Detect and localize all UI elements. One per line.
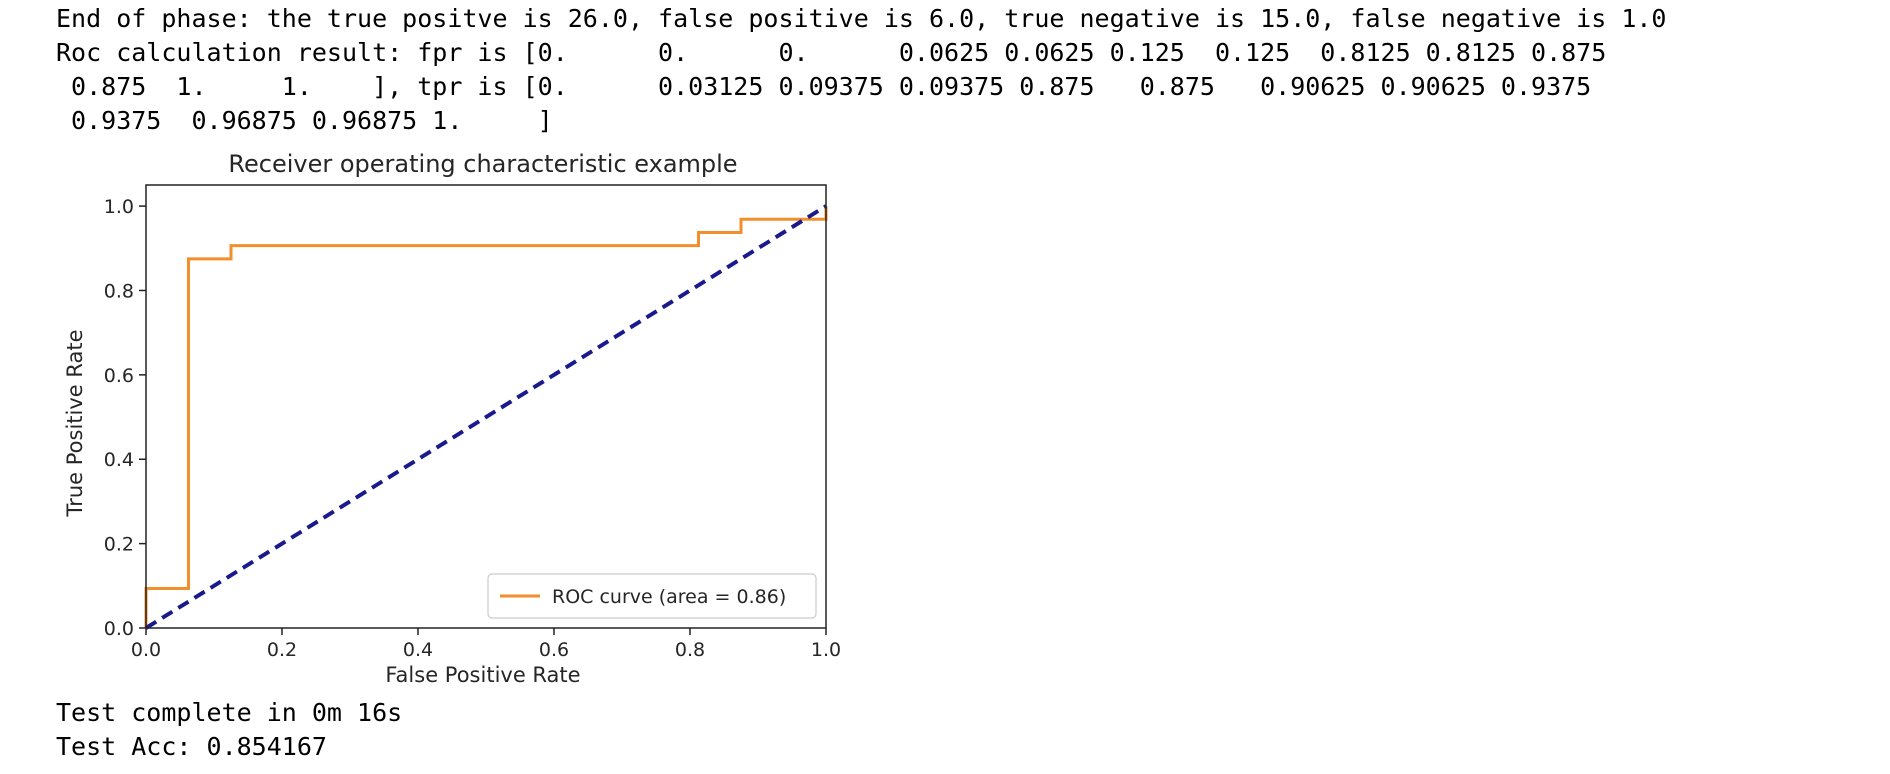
chart-title: Receiver operating characteristic exampl… xyxy=(228,150,737,178)
console-line: End of phase: the true positve is 26.0, … xyxy=(56,4,1667,33)
y-tick-label: 0.2 xyxy=(104,534,134,556)
y-tick-label: 0.8 xyxy=(104,280,134,302)
y-tick-label: 0.0 xyxy=(104,618,134,640)
chance-diagonal-line xyxy=(144,204,828,630)
x-tick-label: 1.0 xyxy=(811,639,841,661)
x-tick-label: 0.4 xyxy=(403,639,433,661)
legend-label: ROC curve (area = 0.86) xyxy=(552,586,786,608)
console-line: Test Acc: 0.854167 xyxy=(56,732,327,761)
x-tick-label: 0.8 xyxy=(675,639,705,661)
legend-box xyxy=(487,573,817,619)
console-line: Test complete in 0m 16s xyxy=(56,698,403,727)
x-axis-label: False Positive Rate xyxy=(385,663,580,687)
y-axis-label: True Positive Rate xyxy=(63,329,87,517)
console-line: 0.9375 0.96875 0.96875 1. ] xyxy=(56,106,553,135)
console-line: 0.875 1. 1. ], tpr is [0. 0.03125 0.0937… xyxy=(56,72,1592,101)
roc-chart: Receiver operating characteristic exampl… xyxy=(63,150,841,687)
y-tick-label: 0.6 xyxy=(104,365,134,387)
x-tick-label: 0.0 xyxy=(131,639,161,661)
y-tick-label: 0.4 xyxy=(104,449,134,471)
console-line: Roc calculation result: fpr is [0. 0. 0.… xyxy=(56,38,1607,67)
x-tick-label: 0.6 xyxy=(539,639,569,661)
plot-area: 0.0 0.2 0.4 0.6 0.8 1.0 0.0 0.2 0.4 0.6 0.8 1.0 ROC … xyxy=(104,184,841,661)
plot-frame xyxy=(145,184,827,629)
console-output-top: End of phase: the true positve is 26.0, … xyxy=(56,2,1667,138)
y-tick-label: 1.0 xyxy=(104,196,134,218)
console-output-bottom: Test complete in 0m 16s Test Acc: 0.8541… xyxy=(56,696,402,764)
x-tick-label: 0.2 xyxy=(267,639,297,661)
